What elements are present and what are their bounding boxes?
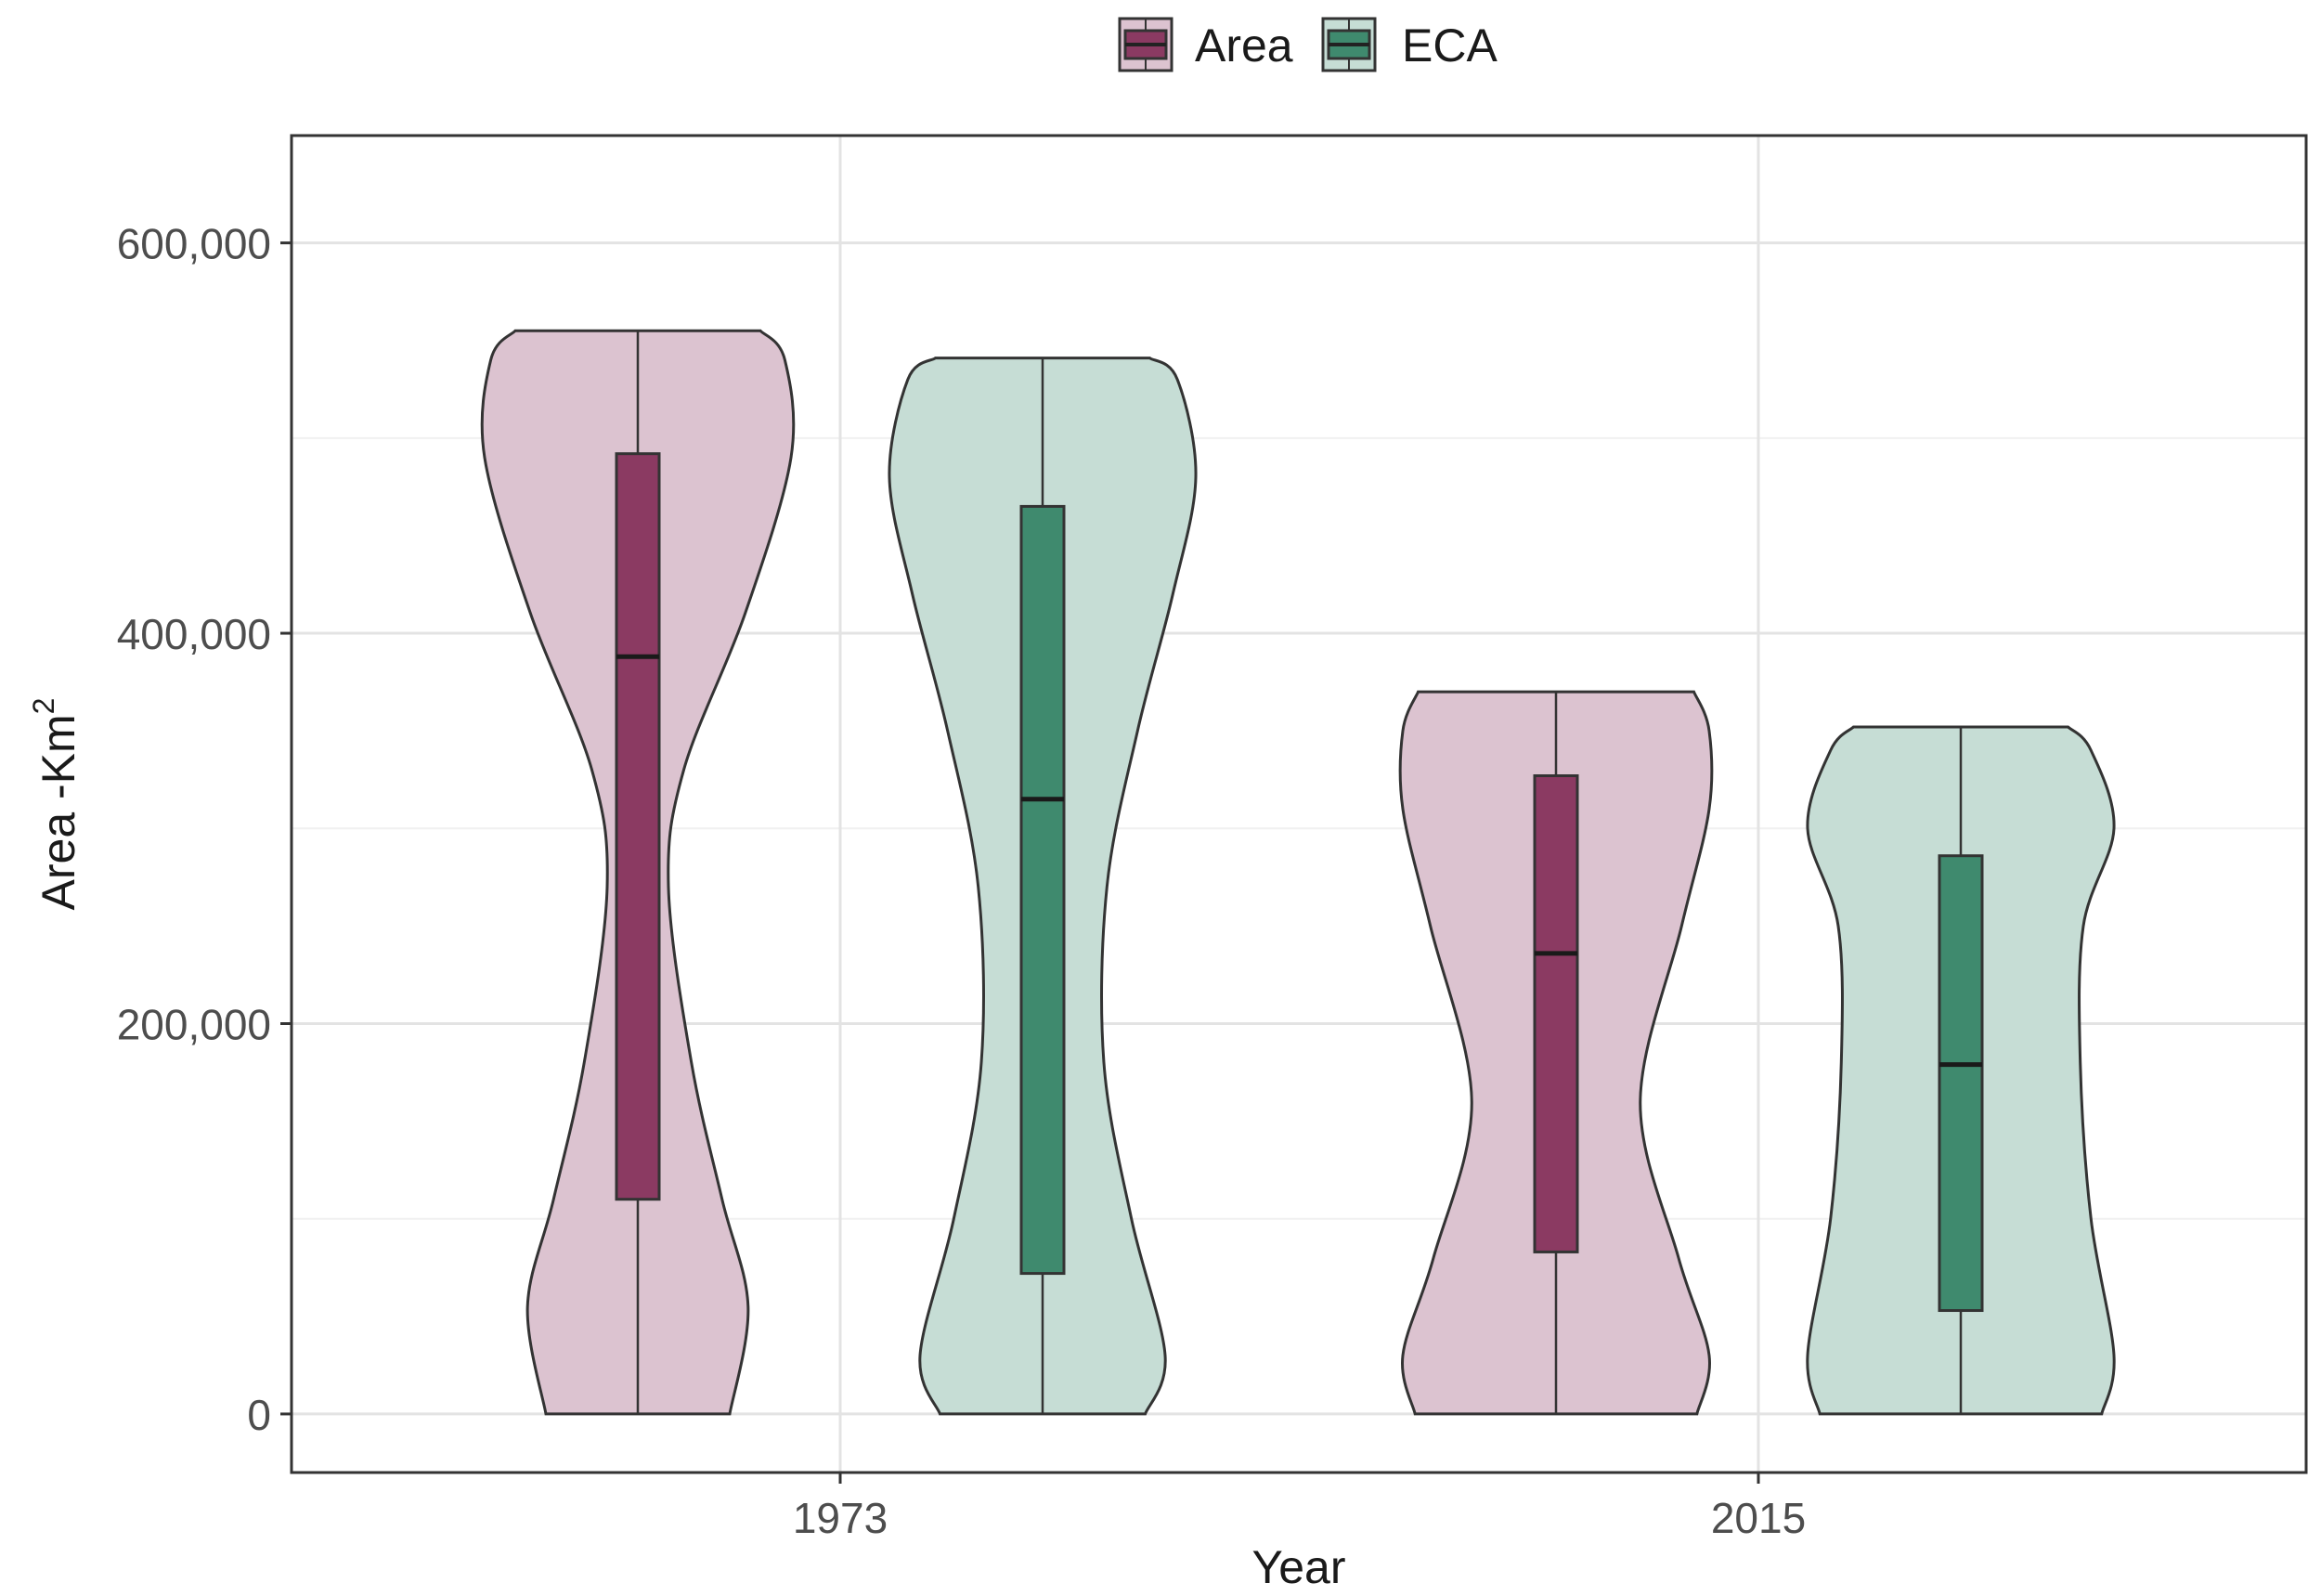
y-axis: 0 200,000 400,000 600,000 xyxy=(117,220,292,1439)
y-tick-label: 0 xyxy=(247,1391,271,1439)
legend: Area ECA xyxy=(1118,17,1498,72)
x-tick-label: 1973 xyxy=(793,1494,888,1542)
plot-marks xyxy=(480,329,2116,1416)
legend-key-eca xyxy=(1321,17,1377,72)
y-axis-title-text: Area -Km xyxy=(32,714,84,910)
x-axis: 1973 2015 xyxy=(793,1473,1806,1542)
box-area-2015 xyxy=(1533,774,1579,1253)
x-tick-label: 2015 xyxy=(1711,1494,1806,1542)
box-eca-2015 xyxy=(1938,854,1984,1313)
x-axis-title: Year xyxy=(1251,1541,1345,1593)
y-tick-label: 200,000 xyxy=(117,1000,271,1048)
y-axis-title: Area -Km2 xyxy=(27,698,84,911)
box-area-1973 xyxy=(615,452,661,1201)
legend-key-area xyxy=(1118,17,1173,72)
box-eca-1973 xyxy=(1019,504,1066,1276)
legend-label-eca: ECA xyxy=(1402,19,1498,71)
y-tick-label: 400,000 xyxy=(117,610,271,658)
y-axis-title-superscript: 2 xyxy=(27,698,60,715)
y-tick-label: 600,000 xyxy=(117,220,271,268)
plot-border xyxy=(290,134,2308,1474)
legend-label-area: Area xyxy=(1195,19,1293,71)
